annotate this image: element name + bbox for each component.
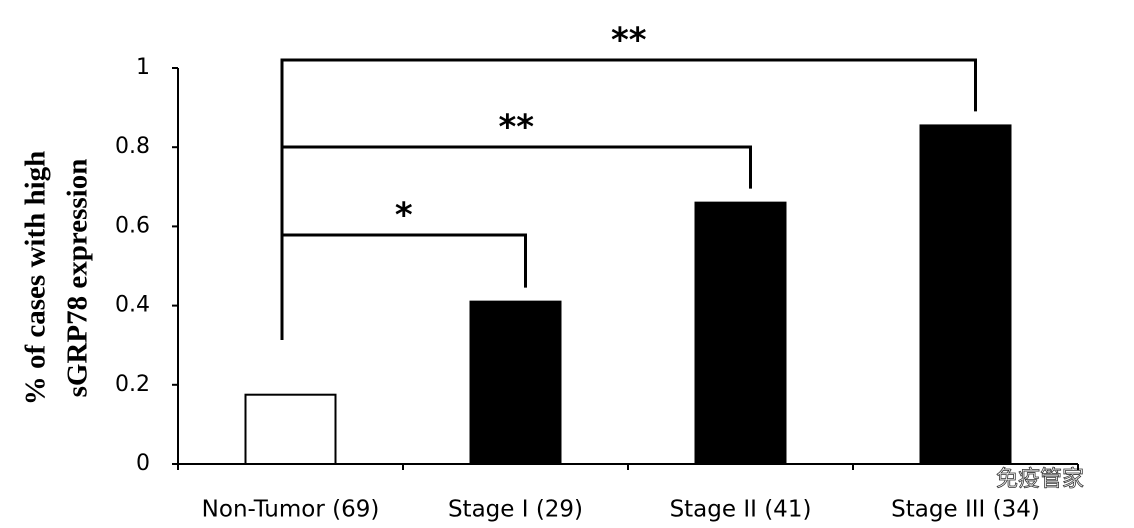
y-axis-label: sGRP78 expression xyxy=(62,159,94,398)
y-tick-label: 0 xyxy=(136,451,150,476)
x-tick-label: Stage I (29) xyxy=(448,497,583,523)
x-tick-label: Stage III (34) xyxy=(891,497,1040,523)
x-tick-label: Stage II (41) xyxy=(670,497,812,523)
significance-label: * xyxy=(395,196,413,236)
y-tick-label: 0.4 xyxy=(115,293,150,318)
y-tick-label: 0.2 xyxy=(115,372,150,397)
y-tick-label: 1 xyxy=(136,55,150,80)
bar xyxy=(694,201,787,465)
x-tick-label: Non-Tumor (69) xyxy=(202,497,380,523)
y-tick-label: 0.6 xyxy=(115,213,150,238)
significance-label: ** xyxy=(611,21,647,61)
significance-bracket xyxy=(280,58,977,340)
y-tick-label: 0.8 xyxy=(115,134,150,159)
y-axis-label: % of cases with high xyxy=(20,151,52,406)
watermark: 免疫管家 xyxy=(996,467,1084,492)
bar xyxy=(244,393,337,466)
bar xyxy=(469,300,562,466)
bar xyxy=(919,124,1012,465)
significance-label: ** xyxy=(498,108,534,148)
